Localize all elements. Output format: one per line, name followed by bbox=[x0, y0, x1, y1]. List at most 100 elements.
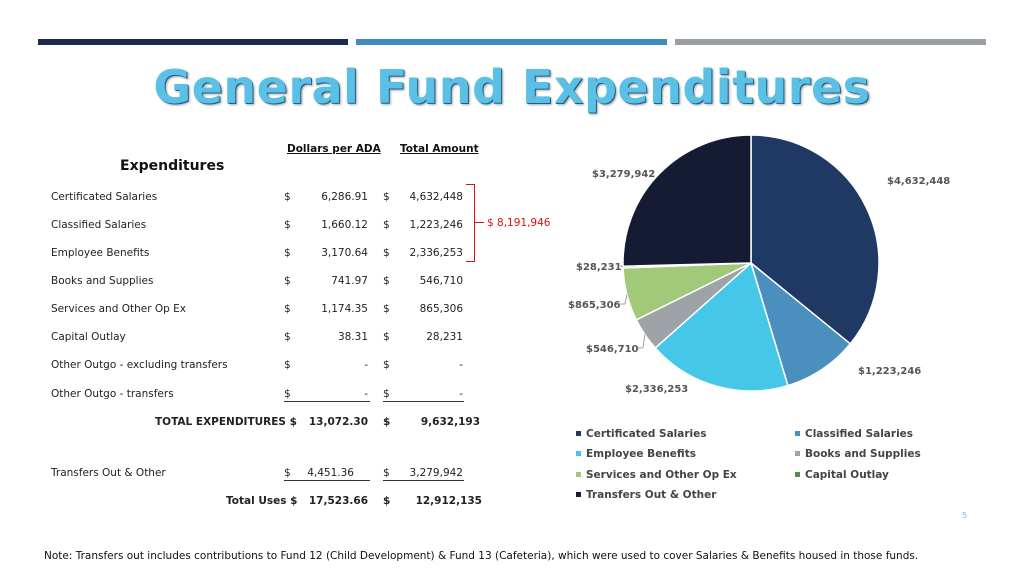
bracket-total-value: $ 8,191,946 bbox=[487, 217, 551, 229]
legend-item: Capital Outlay bbox=[795, 469, 889, 481]
legend-swatch bbox=[576, 450, 581, 456]
salary-benefits-bracket bbox=[466, 184, 475, 262]
row-label: Services and Other Op Ex bbox=[51, 303, 186, 315]
legend-item: Certificated Salaries bbox=[576, 428, 707, 440]
table-row: Capital Outlay $ 38.31 $ 28,231 bbox=[0, 331, 560, 347]
slide-title: General Fund Expenditures bbox=[153, 60, 871, 114]
row-per-ada: 1,174.35 bbox=[321, 303, 368, 315]
legend-label: Classified Salaries bbox=[805, 428, 914, 440]
row-total: 1,223,246 bbox=[409, 219, 463, 231]
total-uses-row: Total Uses $ 17,523.66 $ 12,912,135 bbox=[0, 495, 560, 511]
row-total: 546,710 bbox=[419, 275, 463, 287]
row-per-ada: 741.97 bbox=[331, 275, 368, 287]
table-row: Employee Benefits $ 3,170.64 $ 2,336,253 bbox=[0, 247, 560, 263]
row-label: TOTAL EXPENDITURES $ bbox=[155, 416, 297, 428]
table-row: Classified Salaries $ 1,660.12 $ 1,223,2… bbox=[0, 219, 560, 235]
pie-slice-certificated-salaries bbox=[750, 134, 880, 345]
legend-swatch bbox=[576, 471, 581, 477]
row-label: Transfers Out & Other bbox=[51, 467, 166, 479]
row-per-ada: 1,660.12 bbox=[321, 219, 368, 231]
total-expenditures-row: TOTAL EXPENDITURES $ 13,072.30 $ 9,632,1… bbox=[0, 416, 560, 432]
row-total: 4,632,448 bbox=[409, 191, 463, 203]
table-heading: Expenditures bbox=[120, 158, 225, 174]
currency-sign: $ bbox=[284, 331, 291, 343]
subtotal-underline bbox=[284, 480, 370, 481]
row-total: 28,231 bbox=[426, 331, 463, 343]
legend-swatch bbox=[576, 430, 581, 436]
subtotal-underline bbox=[383, 480, 464, 481]
header-bar-navy bbox=[38, 39, 348, 45]
col-header-total: Total Amount bbox=[400, 143, 479, 155]
currency-sign: $ bbox=[383, 331, 390, 343]
legend-swatch bbox=[576, 491, 581, 497]
row-total: 9,632,193 bbox=[420, 416, 480, 428]
currency-sign: $ bbox=[284, 219, 291, 231]
row-per-ada: 6,286.91 bbox=[321, 191, 368, 203]
currency-sign: $ bbox=[383, 416, 391, 428]
currency-sign: $ bbox=[383, 467, 390, 479]
pie-data-label: $2,336,253 bbox=[625, 384, 688, 395]
currency-sign: $ bbox=[383, 303, 390, 315]
pie-data-label: $4,632,448 bbox=[887, 176, 950, 187]
legend-item: Books and Supplies bbox=[795, 448, 921, 460]
legend-label: Books and Supplies bbox=[805, 448, 921, 460]
table-row: Services and Other Op Ex $ 1,174.35 $ 86… bbox=[0, 303, 560, 319]
row-per-ada: 17,523.66 bbox=[308, 495, 368, 507]
page-number: 5 bbox=[962, 511, 968, 520]
footnote: Note: Transfers out includes contributio… bbox=[44, 550, 919, 562]
currency-sign: $ bbox=[383, 275, 390, 287]
row-label: Capital Outlay bbox=[51, 331, 126, 343]
pie-data-label: $28,231 bbox=[576, 262, 622, 273]
row-total: - bbox=[459, 359, 463, 371]
row-label: Classified Salaries bbox=[51, 219, 147, 231]
row-per-ada: - bbox=[364, 388, 368, 400]
row-label: Certificated Salaries bbox=[51, 191, 158, 203]
table-row: Certificated Salaries $ 6,286.91 $ 4,632… bbox=[0, 191, 560, 207]
row-per-ada: 4,451.36 bbox=[307, 467, 354, 479]
pie-leader-line bbox=[638, 334, 646, 349]
table-row: Transfers Out & Other $ 4,451.36 $ 3,279… bbox=[0, 467, 560, 483]
row-per-ada: - bbox=[364, 359, 368, 371]
pie-data-label: $1,223,246 bbox=[858, 366, 921, 377]
currency-sign: $ bbox=[383, 191, 390, 203]
row-label: Employee Benefits bbox=[51, 247, 150, 259]
legend-swatch bbox=[795, 471, 800, 477]
header-bar-blue bbox=[356, 39, 667, 45]
currency-sign: $ bbox=[284, 247, 291, 259]
table-row: Other Outgo - excluding transfers $ - $ … bbox=[0, 359, 560, 375]
row-per-ada: 13,072.30 bbox=[308, 416, 368, 428]
row-per-ada: 3,170.64 bbox=[321, 247, 368, 259]
expenditure-pie-chart: $4,632,448 $1,223,246 $2,336,253 $546,710 $8… bbox=[568, 134, 950, 395]
pie-slice-transfers-out-other bbox=[622, 134, 752, 268]
legend-label: Certificated Salaries bbox=[586, 428, 707, 440]
currency-sign: $ bbox=[383, 219, 390, 231]
legend-item: Classified Salaries bbox=[795, 428, 913, 440]
table-row: Other Outgo - transfers $ - $ - bbox=[0, 388, 560, 404]
bracket-pointer bbox=[474, 222, 484, 223]
currency-sign: $ bbox=[284, 388, 291, 400]
currency-sign: $ bbox=[383, 359, 390, 371]
legend-label: Employee Benefits bbox=[586, 448, 696, 460]
legend-swatch bbox=[795, 430, 800, 436]
currency-sign: $ bbox=[284, 359, 291, 371]
col-header-per-ada: Dollars per ADA bbox=[287, 143, 381, 155]
row-label: Total Uses $ bbox=[226, 495, 298, 507]
currency-sign: $ bbox=[284, 191, 291, 203]
row-per-ada: 38.31 bbox=[337, 331, 368, 343]
row-total: 12,912,135 bbox=[415, 495, 482, 507]
legend-swatch bbox=[795, 450, 800, 456]
row-total: 2,336,253 bbox=[409, 247, 463, 259]
row-total: 865,306 bbox=[419, 303, 463, 315]
row-label: Books and Supplies bbox=[51, 275, 154, 287]
header-bar-gray bbox=[675, 39, 986, 45]
currency-sign: $ bbox=[383, 495, 391, 507]
currency-sign: $ bbox=[284, 467, 291, 479]
table-row: Books and Supplies $ 741.97 $ 546,710 bbox=[0, 275, 560, 291]
pie-data-label: $865,306 bbox=[568, 300, 621, 311]
subtotal-underline bbox=[284, 401, 370, 402]
row-label: Other Outgo - transfers bbox=[51, 388, 174, 400]
pie-data-label: $3,279,942 bbox=[592, 169, 655, 180]
pie-slice-classified-salaries bbox=[749, 260, 852, 387]
legend-label: Capital Outlay bbox=[805, 469, 889, 481]
legend-item: Services and Other Op Ex bbox=[576, 469, 737, 481]
